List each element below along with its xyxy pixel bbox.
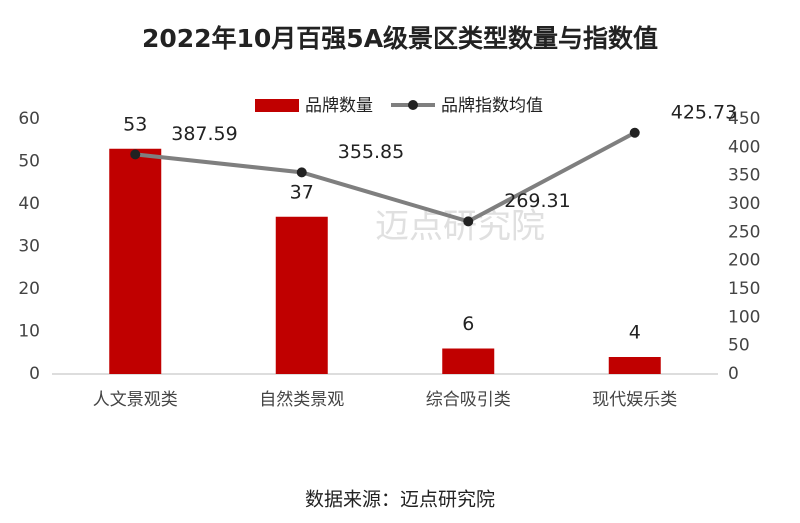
y2-tick-label: 150 [728,279,760,299]
bar [109,148,162,374]
bar-value-label: 4 [629,322,641,344]
x-tick-label: 综合吸引类 [426,390,511,410]
y2-tick-label: 250 [728,222,760,242]
bar [275,216,328,374]
y-tick-label: 20 [18,279,40,299]
y-tick-label: 60 [18,109,40,129]
x-tick-label: 自然类景观 [259,390,344,410]
line-value-label: 269.31 [504,190,570,212]
line-marker [296,167,307,178]
y2-tick-label: 400 [728,137,760,157]
x-tick-label: 现代娱乐类 [592,390,677,410]
line-marker [629,127,640,138]
bar-value-label: 53 [123,113,147,135]
legend-label: 品牌指数均值 [441,96,543,116]
y2-tick-label: 200 [728,251,760,271]
line-value-label: 387.59 [171,123,237,145]
y-tick-label: 50 [18,152,40,172]
y2-tick-label: 450 [728,109,760,129]
bar [442,348,495,374]
y2-tick-label: 350 [728,166,760,186]
y-tick-label: 30 [18,237,40,257]
y-tick-label: 10 [18,322,40,342]
y2-tick-label: 100 [728,307,760,327]
chart-title: 2022年10月百强5A级景区类型数量与指数值 [142,24,658,53]
x-tick-label: 人文景观类 [93,390,178,410]
bar-value-label: 37 [290,181,314,203]
line [135,130,636,224]
line-value-label: 425.73 [671,101,737,123]
line-marker [130,149,141,160]
legend-label: 品牌数量 [305,96,373,116]
legend-marker [408,100,418,110]
y-tick-label: 40 [18,194,40,214]
line-marker [463,216,474,227]
legend-swatch [255,99,299,112]
bar [608,357,661,374]
source: 数据来源：迈点研究院 [305,489,495,511]
y2-tick-label: 0 [728,364,739,384]
y2-tick-label: 50 [728,336,750,356]
watermark: 迈点研究院 [375,207,545,247]
y2-tick-label: 300 [728,194,760,214]
y-tick-label: 0 [29,364,40,384]
line-value-label: 355.85 [338,141,404,163]
bar-value-label: 6 [462,313,474,335]
